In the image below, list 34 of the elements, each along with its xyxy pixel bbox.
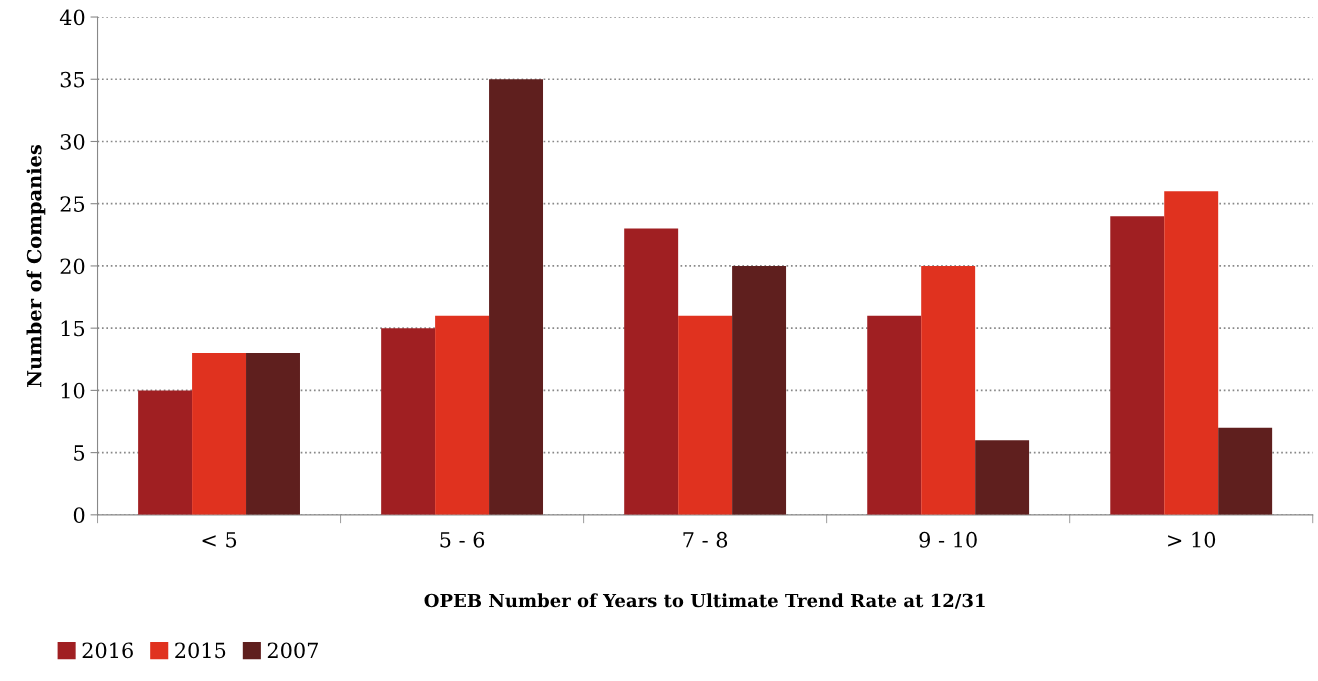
- x-tick-label: 7 - 8: [683, 531, 728, 548]
- bar: [246, 353, 300, 515]
- legend-label: 2007: [267, 642, 318, 659]
- x-tick-label: 9 - 10: [919, 531, 977, 548]
- y-tick-label: 25: [60, 196, 85, 212]
- bar: [435, 315, 490, 515]
- bar: [975, 440, 1030, 515]
- x-tick-label: 5 - 6: [440, 531, 485, 548]
- y-tick-label: 30: [60, 133, 85, 150]
- bar: [1218, 427, 1273, 515]
- legend-label: 2016: [82, 642, 133, 659]
- bar: [138, 390, 193, 515]
- y-tick-label: 40: [59, 9, 85, 26]
- bar: [489, 79, 544, 515]
- bar: [678, 315, 733, 515]
- legend-label: 2015: [175, 642, 226, 659]
- bar: [624, 228, 679, 515]
- bar: [867, 315, 922, 515]
- y-axis-title: Number of Companies: [26, 144, 46, 387]
- bar: [921, 265, 976, 515]
- y-tick-label: 15: [61, 320, 85, 337]
- y-tick-label: 20: [60, 258, 85, 275]
- bar: [381, 328, 436, 515]
- y-tick-label: 5: [74, 445, 85, 461]
- x-tick-label: < 5: [202, 532, 237, 548]
- bar: [732, 265, 787, 515]
- y-tick-label: 10: [61, 382, 85, 399]
- y-tick-label: 35: [60, 71, 85, 88]
- y-tick-label: 0: [73, 507, 85, 524]
- x-tick-label: > 10: [1168, 531, 1216, 548]
- bar: [192, 353, 247, 515]
- bar: [1164, 191, 1219, 515]
- x-axis-title: OPEB Number of Years to Ultimate Trend Rate at 12/31: [424, 593, 985, 609]
- bar: [1110, 216, 1165, 515]
